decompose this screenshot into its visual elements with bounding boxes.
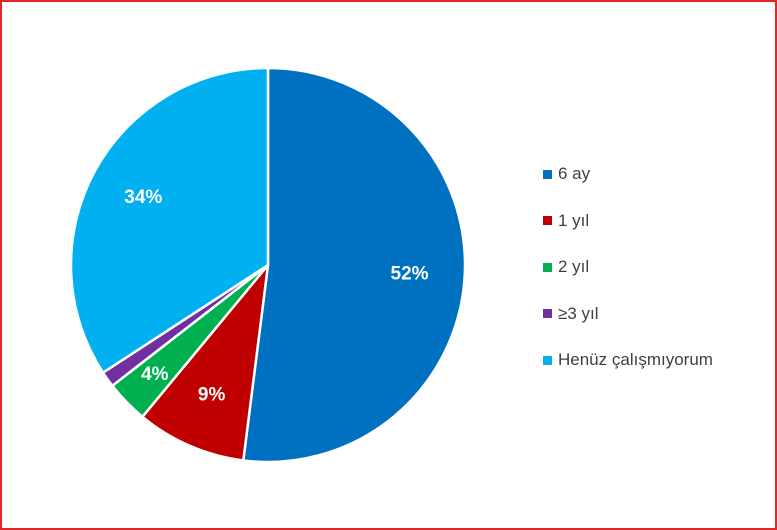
- slice-data-label-2: 4%: [141, 364, 169, 385]
- legend-item-henuz-calismiyorum: Henüz çalışmıyorum: [543, 348, 773, 372]
- legend-swatch: [543, 309, 552, 318]
- legend-item-2-yil: 2 yıl: [543, 255, 773, 279]
- legend-swatch: [543, 216, 552, 225]
- slice-data-label-4: 34%: [124, 187, 162, 208]
- legend-label: 1 yıl: [558, 210, 590, 230]
- legend-swatch: [543, 262, 552, 272]
- legend-label: ≥3 yıl: [558, 303, 599, 323]
- legend-swatch: [543, 355, 552, 365]
- legend-item-1-yil: 1 yıl: [543, 209, 773, 233]
- legend-label: 2 yıl: [558, 257, 590, 276]
- legend-swatch: [543, 169, 552, 179]
- legend-item-3-yil-plus: ≥3 yıl: [543, 302, 773, 326]
- slice-data-label-1: 9%: [198, 385, 226, 406]
- legend-item-6-ay: 6 ay: [543, 162, 773, 186]
- legend-label: 6 ay: [558, 164, 591, 183]
- legend-label: Henüz çalışmıyorum: [558, 350, 713, 369]
- pie-slice-4: [69, 66, 270, 374]
- pie-slice-1: [141, 263, 270, 462]
- pie-slice-0: [242, 66, 467, 464]
- chart-legend: 6 ay 1 yıl 2 yıl ≥3 yıl Henüz çalışmıyor…: [543, 162, 773, 395]
- slice-data-label-0: 52%: [391, 263, 429, 284]
